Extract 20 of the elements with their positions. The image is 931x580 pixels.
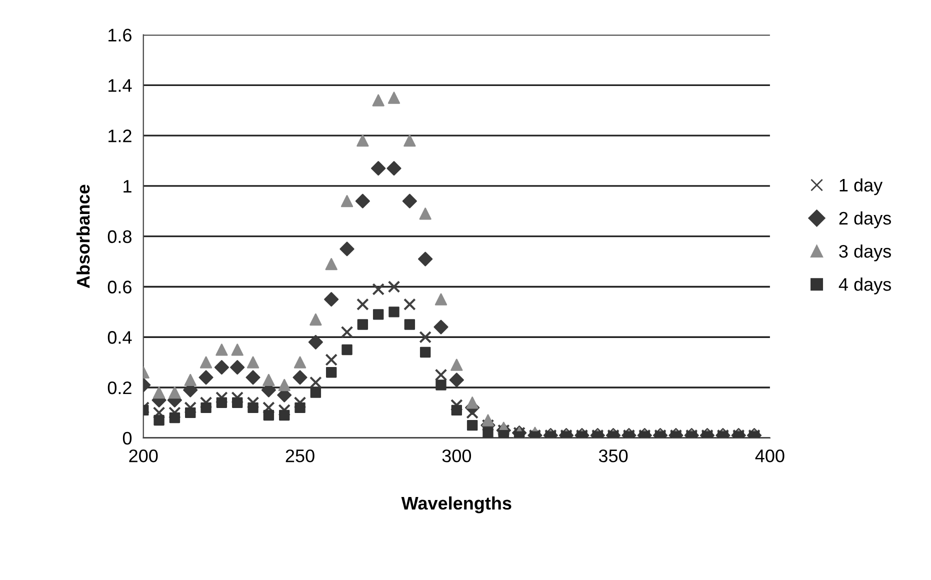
y-tick-label: 0 — [122, 432, 132, 445]
x-tick-label: 350 — [598, 449, 628, 462]
legend-label: 2 days — [839, 211, 891, 228]
y-tick-label: 0.8 — [108, 230, 132, 244]
x-axis-title: Wavelengths — [401, 496, 512, 514]
x-tick-label: 250 — [286, 449, 314, 462]
y-tick-label: 1 — [124, 180, 132, 193]
x-tick-label: 300 — [442, 449, 472, 462]
x-tick-label: 200 — [129, 449, 158, 462]
y-tick-label: 1.2 — [108, 130, 132, 142]
x-tick-label: 400 — [755, 449, 784, 462]
legend-label: 4 days — [838, 278, 891, 294]
y-axis-title: Absorbance — [76, 184, 90, 288]
y-tick-label: 0.6 — [108, 280, 132, 294]
legend-label: 1 day — [840, 178, 883, 196]
y-tick-label: 0.2 — [108, 381, 132, 394]
y-tick-label: 0.4 — [108, 331, 132, 344]
y-tick-label: 1.6 — [108, 28, 132, 42]
legend-label: 3 days — [839, 244, 891, 262]
y-tick-label: 1.4 — [108, 79, 132, 92]
